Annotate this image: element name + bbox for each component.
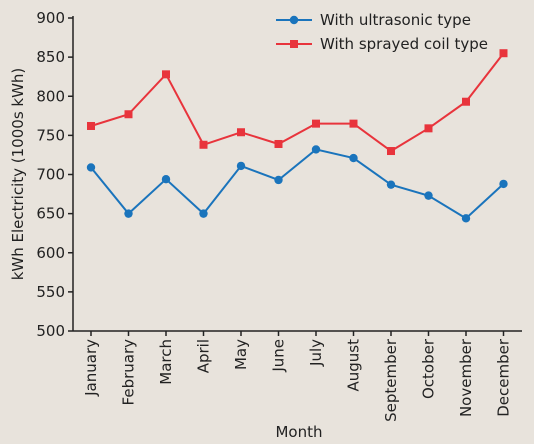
- series-1: [86, 145, 508, 223]
- y-tick-label: 550: [36, 283, 65, 301]
- data-point: [424, 191, 433, 200]
- data-point: [274, 139, 283, 148]
- data-point: [199, 209, 208, 218]
- data-point: [236, 161, 246, 171]
- data-point: [312, 119, 320, 128]
- data-point: [461, 214, 471, 223]
- y-tick-label: 850: [36, 48, 65, 66]
- data-point: [349, 119, 358, 128]
- y-tick-label: 650: [36, 205, 65, 223]
- y-tick-label: 700: [36, 166, 65, 184]
- x-tick-label: November: [457, 338, 475, 417]
- data-point: [86, 163, 96, 172]
- legend-item-2: With sprayed coil type: [276, 35, 488, 53]
- x-tick-label: April: [195, 339, 213, 373]
- data-point: [124, 110, 133, 119]
- data-point: [387, 147, 395, 156]
- data-point: [499, 179, 508, 189]
- data-point: [386, 180, 396, 189]
- x-axis-label: Month: [275, 423, 322, 441]
- x-tick-label: September: [382, 338, 400, 422]
- data-point: [162, 70, 170, 79]
- y-tick-label: 600: [36, 244, 65, 262]
- y-tick-label: 900: [36, 9, 65, 27]
- data-point: [349, 153, 358, 163]
- data-point: [124, 209, 133, 218]
- y-tick-label: 800: [36, 87, 65, 105]
- data-point: [161, 174, 171, 184]
- legend-label: With sprayed coil type: [320, 35, 488, 53]
- x-tick-label: March: [157, 339, 175, 385]
- data-point: [462, 97, 470, 106]
- axes: [68, 16, 522, 336]
- legend-marker: [289, 15, 299, 25]
- data-point: [87, 121, 95, 130]
- y-tick-labels: 500 550 600 650 700 750 800 850 900: [36, 9, 65, 340]
- x-tick-label: July: [307, 339, 325, 367]
- series-line: [90, 148, 505, 220]
- x-tick-label: December: [495, 338, 513, 417]
- x-tick-label: June: [270, 339, 288, 373]
- y-axis-label: kWh Electricity (1000s kWh): [9, 68, 27, 281]
- series-2: [87, 49, 508, 156]
- data-point: [274, 175, 283, 185]
- x-tick-label: January: [82, 339, 100, 397]
- x-tick-labels: January February March April May June July Augu…: [82, 338, 513, 422]
- data-point: [237, 128, 245, 137]
- x-tick-label: February: [120, 339, 138, 406]
- y-tick-label: 500: [36, 322, 65, 340]
- legend-label: With ultrasonic type: [320, 11, 471, 29]
- legend-marker: [290, 40, 298, 48]
- data-point: [199, 140, 208, 149]
- x-tick-label: October: [420, 338, 438, 399]
- x-tick-label: August: [345, 339, 363, 392]
- y-tick-label: 750: [36, 126, 65, 144]
- x-tick-label: May: [232, 339, 250, 370]
- legend: With ultrasonic type With sprayed coil ty…: [276, 11, 488, 53]
- data-point: [424, 124, 433, 133]
- data-point: [311, 145, 321, 154]
- series-line: [90, 52, 505, 153]
- legend-item-1: With ultrasonic type: [276, 11, 471, 29]
- data-point: [499, 49, 508, 58]
- series-layer: [86, 49, 508, 223]
